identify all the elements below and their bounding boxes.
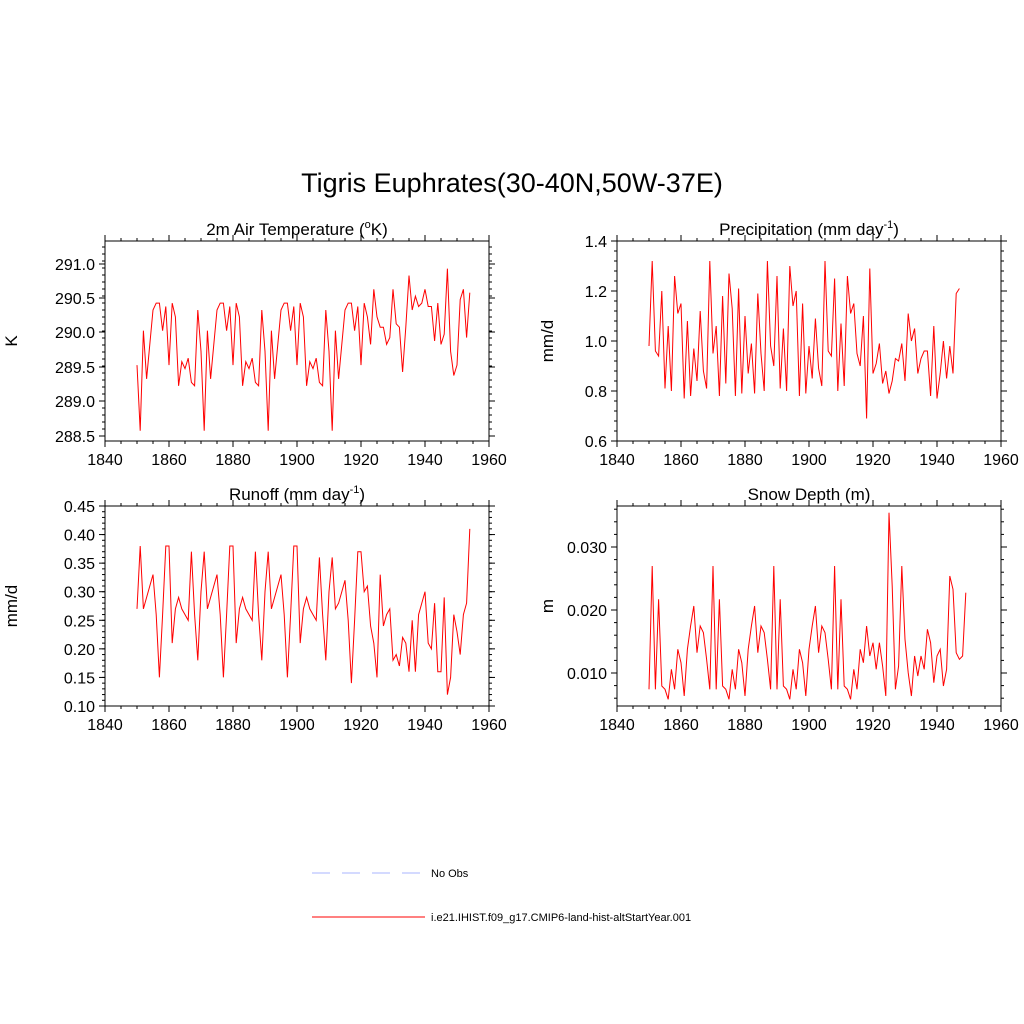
y-tick-label: 1.4 [585, 234, 607, 251]
y-axis-label: m [538, 599, 557, 613]
panel-3: 1840 1860 1880 1900 1920 1940 1960 0.10 0.15 0.20… [2, 484, 507, 734]
x-tick-label: 1900 [279, 717, 315, 734]
y-tick-label: 0.6 [585, 434, 607, 451]
x-tick-label: 1860 [151, 452, 187, 469]
y-axis-label: K [2, 335, 21, 347]
y-tick-label: 0.010 [567, 666, 607, 683]
x-tick-label: 1900 [279, 452, 315, 469]
x-tick-label: 1960 [983, 452, 1019, 469]
x-tick-label: 1900 [791, 452, 827, 469]
x-tick-label: 1940 [407, 452, 443, 469]
panel-title: Precipitation (mm day-1) [719, 219, 899, 239]
y-tick-label: 0.20 [64, 642, 95, 659]
x-tick-label: 1880 [215, 717, 251, 734]
x-tick-label: 1960 [983, 717, 1019, 734]
panel-4: 1840 1860 1880 1900 1920 1940 1960 0.010 0.020 0.… [538, 485, 1019, 734]
y-tick-label: 1.0 [585, 334, 607, 351]
y-tick-label: 0.020 [567, 603, 607, 620]
legend: No Obs i.e21.IHIST.f09_g17.CMIP6-land-his… [312, 868, 691, 924]
panel-title-tail: K) [371, 220, 388, 239]
x-tick-label: 1840 [599, 717, 635, 734]
x-tick-label: 1960 [471, 717, 507, 734]
x-tick-label: 1880 [727, 452, 763, 469]
x-tick-label: 1940 [919, 452, 955, 469]
y-tick-label: 290.5 [55, 291, 95, 308]
x-tick-label: 1940 [407, 717, 443, 734]
plot-frame [616, 505, 1002, 707]
x-tick-label: 1840 [599, 452, 635, 469]
x-tick-label: 1880 [215, 452, 251, 469]
y-tick-label: 289.5 [55, 360, 95, 377]
y-tick-label: 0.25 [64, 613, 95, 630]
main-title: Tigris Euphrates(30-40N,50W-37E) [301, 168, 723, 198]
y-tick-label: 0.8 [585, 384, 607, 401]
x-tick-label: 1860 [663, 717, 699, 734]
x-tick-label: 1920 [855, 452, 891, 469]
y-tick-label: 0.30 [64, 585, 95, 602]
panel-title-main: Precipitation (mm day [719, 220, 884, 239]
y-tick-label: 289.0 [55, 394, 95, 411]
plot-frame [104, 240, 490, 442]
series-line [136, 268, 471, 431]
panel-title: Runoff (mm day-1) [229, 484, 365, 504]
y-tick-label: 288.5 [55, 429, 95, 446]
y-tick-label: 1.2 [585, 284, 607, 301]
x-tick-label: 1860 [151, 717, 187, 734]
y-tick-label: 0.030 [567, 540, 607, 557]
panel-title-sup: -1 [350, 484, 360, 496]
y-tick-label: 0.40 [64, 528, 95, 545]
y-axis-label: mm/d [538, 320, 557, 363]
panel-title: Snow Depth (m) [748, 485, 871, 504]
x-tick-label: 1940 [919, 717, 955, 734]
series-line [648, 512, 967, 700]
y-tick-label: 0.15 [64, 670, 95, 687]
panel-title-tail: ) [359, 485, 365, 504]
x-tick-label: 1920 [855, 717, 891, 734]
y-tick-label: 290.0 [55, 325, 95, 342]
x-tick-label: 1880 [727, 717, 763, 734]
y-tick-label: 0.10 [64, 699, 95, 716]
y-tick-label: 0.35 [64, 556, 95, 573]
panel-1: 1840 1860 1880 1900 1920 1940 1960 288.5 289.0 28… [2, 219, 507, 469]
x-tick-label: 1840 [87, 717, 123, 734]
series-line [648, 260, 960, 419]
legend-label: No Obs [431, 868, 469, 880]
x-tick-label: 1920 [343, 452, 379, 469]
y-tick-label: 0.45 [64, 499, 95, 516]
panel-2: 1840 1860 1880 1900 1920 1940 1960 0.6 0.8 1.0 1.2… [538, 219, 1019, 469]
x-tick-label: 1960 [471, 452, 507, 469]
x-tick-label: 1900 [791, 717, 827, 734]
panel-title: 2m Air Temperature (oK) [206, 219, 388, 239]
panel-title-sup: -1 [883, 219, 893, 231]
x-tick-label: 1920 [343, 717, 379, 734]
panel-title-main: 2m Air Temperature ( [206, 220, 365, 239]
panel-title-main: Runoff (mm day [229, 485, 350, 504]
legend-label: i.e21.IHIST.f09_g17.CMIP6-land-hist-altS… [431, 912, 691, 924]
panel-title-tail: ) [893, 220, 899, 239]
panel-title-sup: o [365, 219, 371, 231]
y-tick-label: 291.0 [55, 257, 95, 274]
panel-title-main: Snow Depth (m) [748, 485, 871, 504]
x-tick-label: 1860 [663, 452, 699, 469]
x-tick-label: 1840 [87, 452, 123, 469]
y-axis-label: mm/d [2, 585, 21, 628]
series-line [136, 528, 471, 695]
